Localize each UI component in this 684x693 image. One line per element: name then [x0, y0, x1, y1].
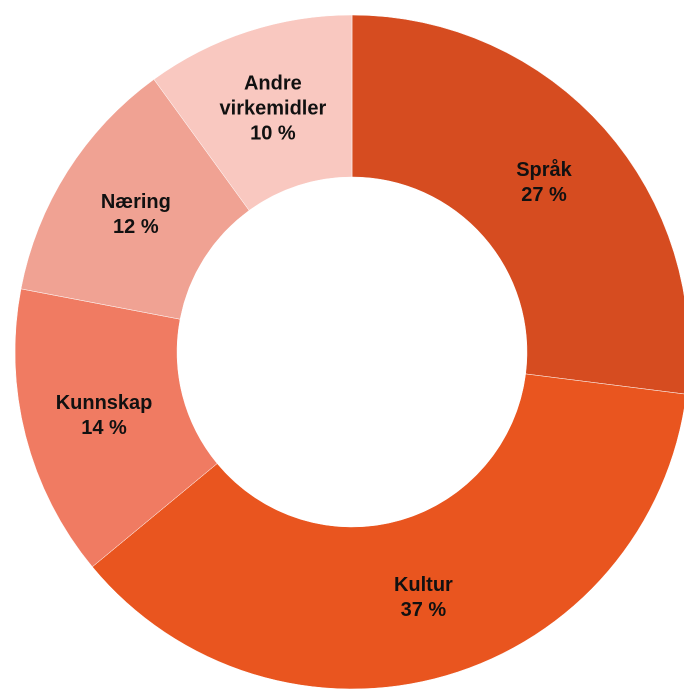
- value-label: 27 %: [521, 183, 567, 206]
- donut-segment: [20, 79, 250, 320]
- donut-segment: [91, 373, 684, 690]
- value-label: 14 %: [81, 416, 127, 439]
- segment-label: Næring 12 %: [66, 190, 206, 240]
- segment-label: Kunnskap 14 %: [34, 391, 174, 441]
- segment-label: Språk 27 %: [474, 158, 614, 208]
- donut-segment: [14, 288, 218, 568]
- category-label: Kunnskap: [55, 391, 153, 414]
- segment-label: Andre virkemidler 10 %: [203, 71, 343, 146]
- category-label: Næring: [100, 190, 171, 213]
- value-label: 12 %: [113, 215, 159, 238]
- value-label: 10 %: [250, 122, 296, 145]
- segment-label: Kultur 37 %: [353, 573, 493, 623]
- category-label: Kultur: [393, 573, 453, 596]
- value-label: 37 %: [400, 598, 447, 621]
- category-label: Andre virkemidler: [219, 72, 327, 120]
- donut-segment: [153, 14, 353, 211]
- category-label: Språk: [516, 158, 572, 181]
- donut-segment: [351, 14, 684, 395]
